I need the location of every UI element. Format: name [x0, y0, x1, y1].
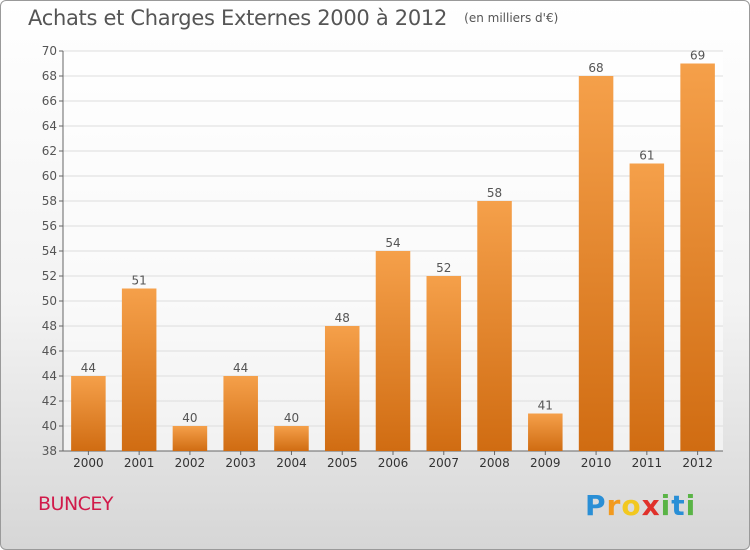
data-label: 40 — [182, 411, 197, 425]
bar — [121, 288, 157, 451]
y-tick-label: 52 — [42, 269, 57, 283]
data-label: 54 — [385, 236, 400, 250]
logo-letter: i — [660, 489, 672, 522]
bar — [477, 201, 512, 451]
bar — [274, 426, 309, 451]
data-label: 61 — [639, 149, 654, 163]
x-tick-label: 2003 — [225, 456, 256, 470]
bar — [578, 76, 614, 451]
data-label: 51 — [132, 274, 147, 288]
y-tick-label: 66 — [42, 94, 57, 108]
data-label: 40 — [284, 411, 299, 425]
x-tick-label: 2001 — [124, 456, 155, 470]
x-tick-label: 2004 — [276, 456, 307, 470]
logo-letter: r — [606, 489, 622, 522]
data-label: 44 — [81, 361, 96, 375]
proxiti-logo: Proxiti — [585, 489, 696, 522]
y-tick-label: 60 — [42, 169, 57, 183]
y-tick-label: 42 — [42, 394, 57, 408]
y-tick-label: 38 — [42, 444, 57, 458]
y-tick-label: 68 — [42, 69, 57, 83]
logo-letter: t — [671, 489, 686, 522]
x-tick-label: 2008 — [479, 456, 510, 470]
y-tick-label: 64 — [42, 119, 57, 133]
bar — [680, 63, 715, 451]
y-tick-label: 48 — [42, 319, 57, 333]
chart-subtitle: (en milliers d'€) — [464, 11, 559, 25]
x-tick-label: 2012 — [682, 456, 713, 470]
data-label: 69 — [690, 49, 705, 63]
bar — [426, 276, 462, 451]
y-tick-label: 56 — [42, 219, 57, 233]
title-row: Achats et Charges Externes 2000 à 2012 (… — [28, 6, 558, 30]
x-tick-label: 2011 — [632, 456, 663, 470]
chart-title: Achats et Charges Externes 2000 à 2012 — [28, 6, 448, 30]
x-tick-label: 2009 — [530, 456, 561, 470]
data-label: 58 — [487, 186, 502, 200]
x-tick-label: 2006 — [378, 456, 409, 470]
logo-letter: i — [685, 489, 697, 522]
x-tick-label: 2002 — [175, 456, 206, 470]
data-label: 52 — [436, 261, 451, 275]
y-tick-label: 50 — [42, 294, 57, 308]
y-tick-label: 62 — [42, 144, 57, 158]
y-tick-label: 46 — [42, 344, 57, 358]
y-tick-label: 70 — [42, 44, 57, 58]
x-tick-label: 2010 — [581, 456, 612, 470]
data-label: 48 — [335, 311, 350, 325]
y-tick-label: 40 — [42, 419, 57, 433]
bar — [629, 163, 665, 451]
y-tick-label: 58 — [42, 194, 57, 208]
bar — [223, 376, 258, 451]
data-label: 41 — [538, 399, 553, 413]
data-label: 44 — [233, 361, 248, 375]
logo-letter: o — [621, 489, 642, 522]
bar — [71, 376, 106, 451]
data-label: 68 — [588, 61, 603, 75]
bar — [375, 251, 411, 451]
logo-letter: P — [585, 489, 607, 522]
y-tick-label: 44 — [42, 369, 57, 383]
x-tick-label: 2000 — [73, 456, 104, 470]
x-tick-label: 2005 — [327, 456, 358, 470]
x-tick-label: 2007 — [428, 456, 459, 470]
commune-name: BUNCEY — [38, 493, 114, 515]
bar — [528, 413, 563, 451]
bar — [324, 326, 360, 451]
y-tick-label: 54 — [42, 244, 57, 258]
bar — [172, 426, 208, 451]
logo-letter: x — [641, 489, 661, 522]
